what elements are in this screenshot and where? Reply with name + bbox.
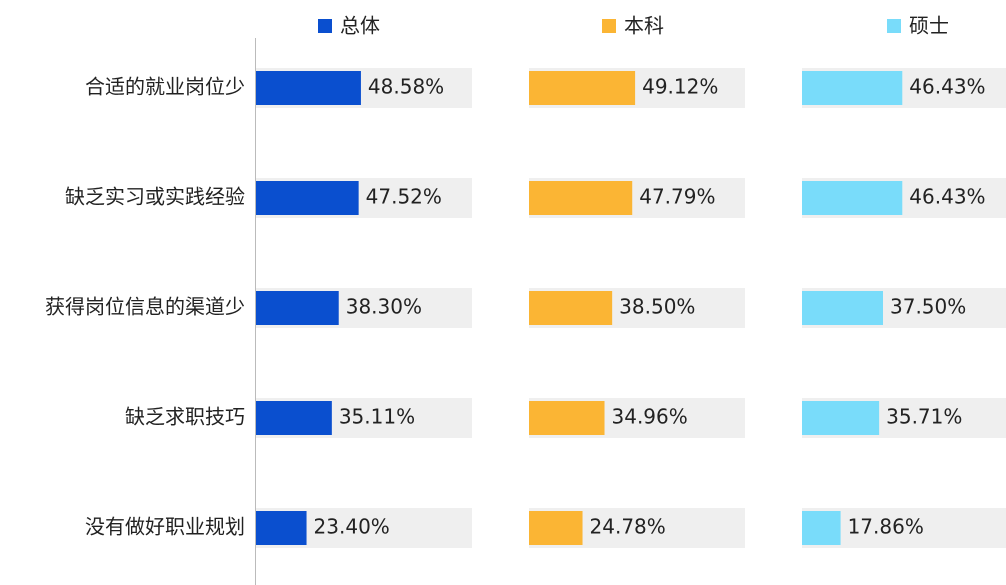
value-label: 47.79% xyxy=(639,185,715,209)
value-label: 48.58% xyxy=(368,75,444,99)
value-label: 46.43% xyxy=(909,185,985,209)
bar xyxy=(802,401,880,435)
value-label: 38.50% xyxy=(619,295,695,319)
legend-swatch xyxy=(318,19,332,33)
value-label: 35.71% xyxy=(886,405,962,429)
bar xyxy=(256,181,359,215)
value-label: 24.78% xyxy=(590,515,666,539)
category-label: 合适的就业岗位少 xyxy=(85,75,245,99)
bar xyxy=(256,511,307,545)
bar xyxy=(529,511,583,545)
value-label: 34.96% xyxy=(612,405,688,429)
value-label: 38.30% xyxy=(346,295,422,319)
bar xyxy=(802,291,883,325)
legend-swatch xyxy=(602,19,616,33)
value-label: 46.43% xyxy=(909,75,985,99)
value-label: 23.40% xyxy=(314,515,390,539)
bar xyxy=(256,291,339,325)
bar xyxy=(529,401,605,435)
bar xyxy=(256,71,361,105)
value-label: 17.86% xyxy=(848,515,924,539)
legend-label: 硕士 xyxy=(909,14,949,38)
bar xyxy=(802,511,841,545)
bar xyxy=(529,71,636,105)
value-label: 35.11% xyxy=(339,405,415,429)
legend-label: 本科 xyxy=(624,14,664,38)
bar xyxy=(256,401,332,435)
value-label: 49.12% xyxy=(642,75,718,99)
legend-label: 总体 xyxy=(340,14,380,38)
value-label: 47.52% xyxy=(366,185,442,209)
category-label: 缺乏求职技巧 xyxy=(125,405,245,429)
category-label: 获得岗位信息的渠道少 xyxy=(45,295,245,319)
bar xyxy=(802,181,903,215)
legend-swatch xyxy=(887,19,901,33)
value-label: 37.50% xyxy=(890,295,966,319)
bar xyxy=(529,291,613,325)
bar xyxy=(529,181,633,215)
category-label: 没有做好职业规划 xyxy=(85,515,245,539)
category-label: 缺乏实习或实践经验 xyxy=(65,185,245,209)
bar xyxy=(802,71,903,105)
